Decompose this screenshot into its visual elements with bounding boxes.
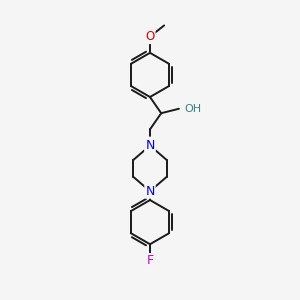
Text: N: N [145, 185, 155, 198]
Text: F: F [146, 254, 154, 267]
Text: N: N [145, 139, 155, 152]
Text: O: O [146, 30, 154, 43]
Text: OH: OH [184, 104, 201, 114]
Text: N: N [145, 138, 155, 151]
